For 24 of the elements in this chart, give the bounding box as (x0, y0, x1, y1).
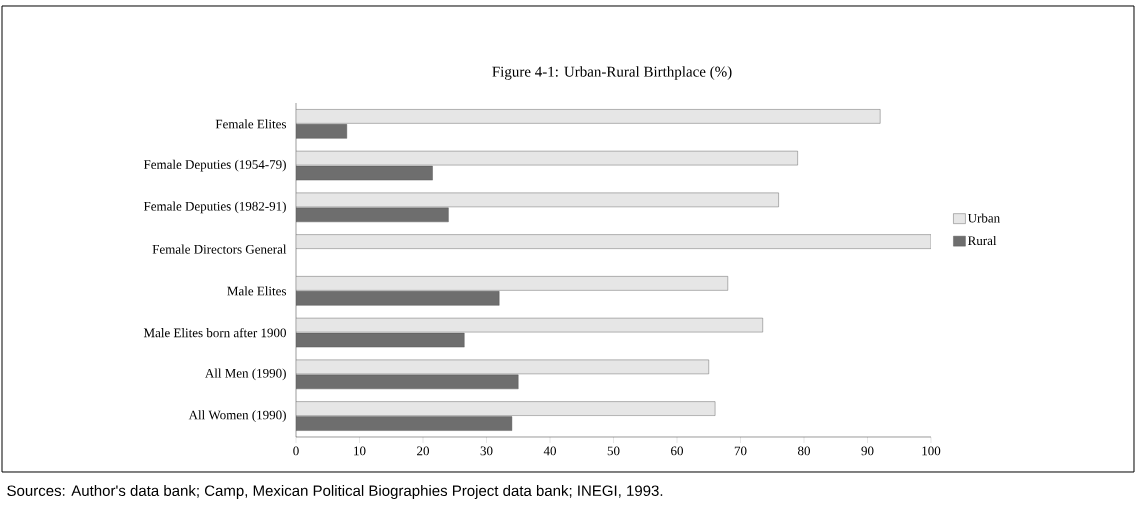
chart-title: Figure 4-1: Urban-Rural Birthplace (%) (492, 66, 732, 80)
x-tick-label: 10 (354, 446, 366, 456)
x-tick-label: 60 (671, 446, 684, 456)
x-tick-label: 20 (417, 446, 430, 456)
y-tick-label: Female Elites (215, 119, 287, 129)
bar (296, 234, 931, 249)
y-tick-label: Female Deputies (1954-79) (143, 159, 286, 172)
y-tick-label: Male Elites born after 1900 (143, 327, 286, 338)
source-note: Sources: Author's data bank; Camp, Mexican Political Biographies Project data bank; INEGI, 1993. (7, 484, 663, 499)
y-tick-label: Female Deputies (1982-91) (143, 201, 286, 214)
x-tick-label: 50 (607, 446, 620, 456)
y-tick-label: Male Elites (227, 286, 287, 296)
y-tick-label: Female Directors General (152, 244, 287, 254)
legend-label: Urban (967, 213, 1000, 223)
x-tick-label: 0 (293, 446, 299, 456)
x-tick-label: 30 (480, 446, 493, 456)
x-tick-label: 70 (734, 446, 747, 456)
y-tick-label: All Men (1990) (205, 368, 286, 381)
x-tick-label: 40 (543, 446, 557, 456)
legend-label: Rural (968, 235, 997, 246)
x-tick-label: 80 (798, 446, 811, 456)
x-tick-label: 100 (922, 446, 941, 456)
y-tick-label: All Women (1990) (188, 410, 286, 422)
x-tick-label: 90 (861, 446, 874, 456)
